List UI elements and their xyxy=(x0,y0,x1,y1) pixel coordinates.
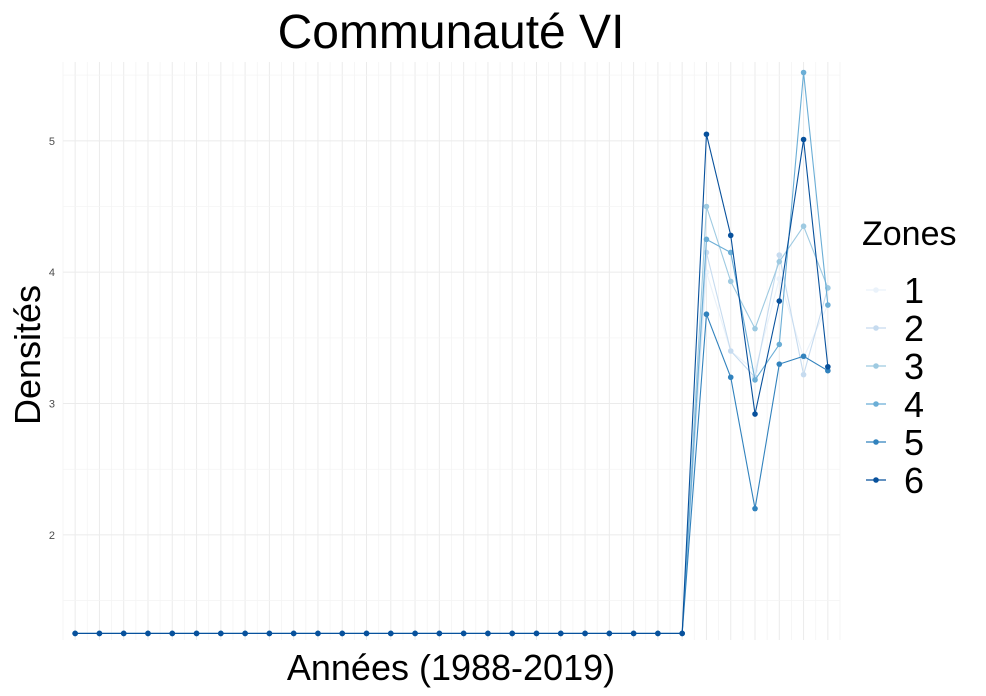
grid xyxy=(62,62,841,640)
series-6 xyxy=(72,131,831,637)
data-point xyxy=(315,630,321,637)
data-point xyxy=(703,311,710,318)
data-point xyxy=(703,236,710,243)
data-point xyxy=(776,252,783,258)
data-point xyxy=(776,341,783,348)
data-point xyxy=(752,377,758,383)
y-tick-label: 2 xyxy=(49,530,55,542)
legend-label: 4 xyxy=(904,384,924,425)
data-point xyxy=(776,258,783,265)
data-point xyxy=(679,630,685,637)
data-point xyxy=(752,325,758,332)
data-point xyxy=(727,348,734,354)
chart-title: Communauté VI xyxy=(278,6,625,59)
data-point xyxy=(800,371,807,378)
data-point xyxy=(800,223,807,230)
data-point xyxy=(727,374,734,381)
legend-label: 5 xyxy=(904,422,924,463)
legend-label: 1 xyxy=(904,270,924,311)
data-point xyxy=(752,505,758,512)
legend-title: Zones xyxy=(862,215,957,253)
data-point xyxy=(266,630,273,637)
data-point xyxy=(533,630,540,637)
data-point xyxy=(630,630,637,637)
data-point xyxy=(169,630,176,637)
y-tick-label: 3 xyxy=(49,399,55,411)
data-point xyxy=(800,353,807,360)
data-point xyxy=(509,630,516,637)
data-point xyxy=(460,630,467,637)
data-point xyxy=(218,630,224,637)
legend-key-point xyxy=(873,287,879,293)
legend-key-point xyxy=(873,325,879,331)
y-tick-label: 5 xyxy=(49,136,55,148)
data-point xyxy=(776,298,783,304)
data-point xyxy=(145,630,151,637)
series-layer xyxy=(72,69,831,637)
data-point xyxy=(825,363,831,370)
legend-key-point xyxy=(873,401,879,407)
data-point xyxy=(776,361,783,367)
legend-item-4: 4 xyxy=(866,384,924,425)
y-tick-labels: 2 3 4 5 xyxy=(49,136,55,542)
data-point xyxy=(606,630,613,637)
legend-item-2: 2 xyxy=(866,308,924,349)
y-tick-label: 4 xyxy=(49,267,55,279)
legend-key-point xyxy=(873,477,879,483)
data-point xyxy=(800,69,807,76)
x-axis-title: Années (1988-2019) xyxy=(287,647,615,688)
legend-key-point xyxy=(873,439,879,445)
legend-item-3: 3 xyxy=(866,346,924,387)
data-point xyxy=(412,630,418,637)
data-point xyxy=(752,411,758,417)
data-point xyxy=(800,136,807,143)
data-point xyxy=(436,630,443,637)
data-point xyxy=(727,249,734,256)
data-point xyxy=(485,630,491,637)
data-point xyxy=(727,232,734,239)
data-point xyxy=(242,630,248,637)
data-point xyxy=(339,630,346,637)
data-point xyxy=(72,630,78,637)
legend-item-1: 1 xyxy=(866,270,924,311)
data-point xyxy=(825,302,831,308)
data-point xyxy=(703,131,710,138)
legend-key-point xyxy=(873,363,879,369)
data-point xyxy=(703,203,710,210)
legend-item-6: 6 xyxy=(866,460,924,501)
data-point xyxy=(655,630,661,637)
series-line xyxy=(75,134,829,634)
legend-label: 2 xyxy=(904,308,924,349)
legend-item-5: 5 xyxy=(866,422,924,463)
data-point xyxy=(387,630,394,637)
data-point xyxy=(363,630,370,637)
legend-label: 6 xyxy=(904,460,924,501)
data-point xyxy=(582,630,588,637)
data-point xyxy=(776,275,783,282)
data-point xyxy=(825,367,831,374)
data-point xyxy=(557,630,564,637)
legend-label: 3 xyxy=(904,346,924,387)
data-point xyxy=(120,630,127,637)
data-point xyxy=(290,630,297,637)
data-point xyxy=(727,278,734,285)
data-point xyxy=(193,630,200,637)
data-point xyxy=(96,630,103,637)
y-axis-title: Densités xyxy=(7,285,48,425)
